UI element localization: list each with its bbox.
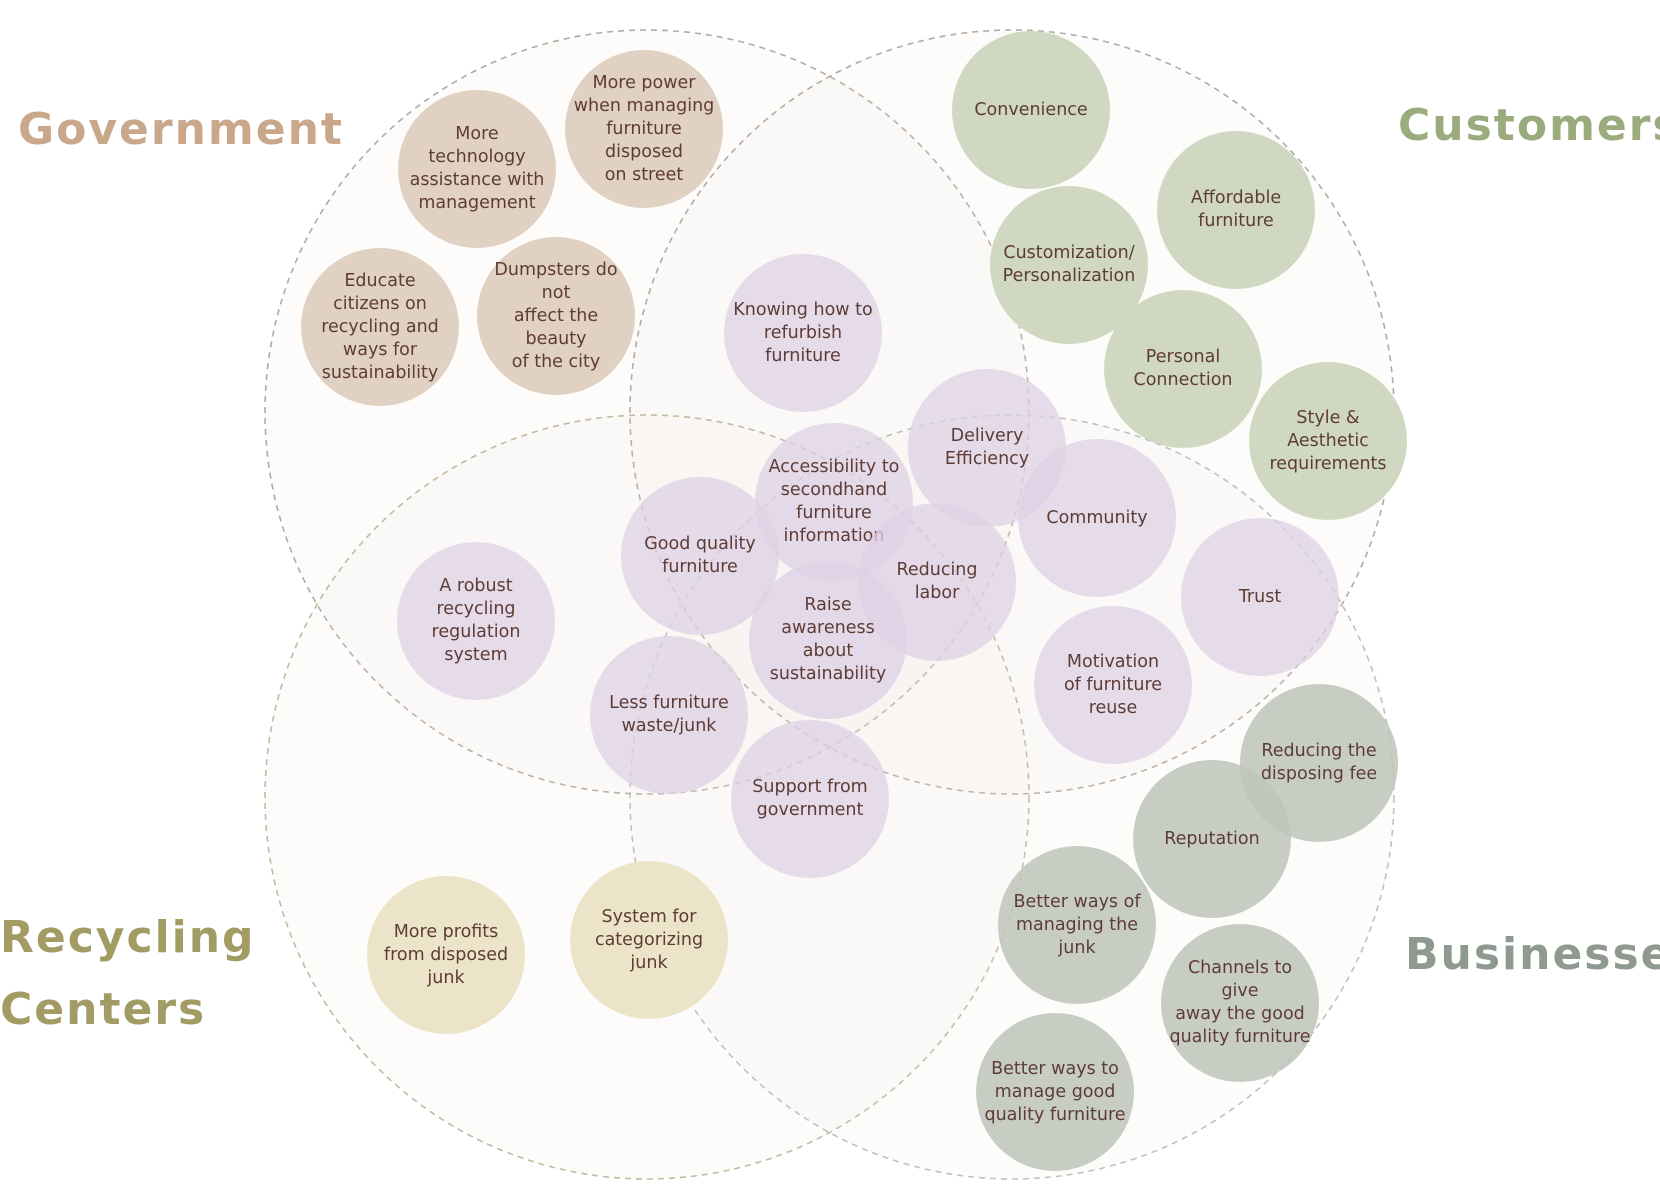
bubble-categorizing-system: System for categorizing junk bbox=[570, 861, 728, 1019]
government-title: Government bbox=[18, 104, 344, 155]
bubble-label: More profits from disposed junk bbox=[383, 921, 509, 988]
bubble-community: Community bbox=[1018, 439, 1176, 597]
bubble-less-waste: Less furniture waste/junk bbox=[590, 636, 748, 794]
bubble-label: Convenience bbox=[974, 99, 1088, 120]
bubble-reputation: Reputation bbox=[1133, 760, 1291, 918]
bubble-label: A robust recycling regulation system bbox=[431, 576, 521, 665]
bubble-label: Reputation bbox=[1164, 828, 1260, 849]
bubble-label: Motivation of furniture reuse bbox=[1063, 651, 1163, 718]
bubble-label: Educate citizens on recycling and ways f… bbox=[321, 270, 439, 383]
bubble-personal-connection: Personal Connection bbox=[1104, 290, 1262, 448]
recycling-title-line2: Centers bbox=[0, 984, 207, 1035]
bubble-good-quality: Good quality furniture bbox=[621, 477, 779, 635]
bubble-label: Style & Aesthetic requirements bbox=[1269, 407, 1387, 474]
bubble-more-profits: More profits from disposed junk bbox=[367, 876, 525, 1034]
bubble-knowing-refurbish: Knowing how to refurbish furniture bbox=[724, 254, 882, 412]
bubble-label: Affordable furniture bbox=[1190, 188, 1282, 231]
bubble-support-government: Support from government bbox=[731, 720, 889, 878]
bubble-label: Dumpsters do not affect the beauty of th… bbox=[494, 259, 618, 372]
bubble-convenience: Convenience bbox=[952, 31, 1110, 189]
bubble-robust-regulation: A robust recycling regulation system bbox=[397, 542, 555, 700]
bubble-channels-give-away: Channels to give away the good quality f… bbox=[1161, 924, 1319, 1082]
bubble-dumpsters: Dumpsters do not affect the beauty of th… bbox=[477, 237, 635, 395]
bubble-trust: Trust bbox=[1181, 518, 1339, 676]
bubble-label: Better ways to manage good quality furni… bbox=[984, 1058, 1126, 1125]
bubble-label: Good quality furniture bbox=[644, 534, 756, 577]
bubble-label: Accessibility to secondhand furniture in… bbox=[768, 457, 900, 546]
bubble-label: Support from government bbox=[752, 777, 868, 820]
bubble-label: Less furniture waste/junk bbox=[609, 693, 729, 736]
bubble-style-aesthetic: Style & Aesthetic requirements bbox=[1249, 362, 1407, 520]
bubble-label: More technology assistance with manageme… bbox=[409, 124, 545, 213]
bubble-label: Channels to give away the good quality f… bbox=[1169, 958, 1311, 1047]
bubble-manage-good-quality: Better ways to manage good quality furni… bbox=[976, 1013, 1134, 1171]
bubble-disposing-fee: Reducing the disposing fee bbox=[1240, 684, 1398, 842]
businesses-title: Businesses bbox=[1405, 929, 1660, 980]
bubble-affordable-furniture: Affordable furniture bbox=[1157, 131, 1315, 289]
bubble-label: More power when managing furniture dispo… bbox=[573, 72, 715, 185]
bubble-label: Reducing the disposing fee bbox=[1260, 741, 1378, 784]
bubble-label: Community bbox=[1046, 507, 1148, 528]
bubble-label: Raise awareness about sustainability bbox=[769, 595, 887, 684]
bubble-label: Reducing labor bbox=[896, 560, 978, 603]
bubble-label: Trust bbox=[1238, 586, 1282, 607]
bubble-technology-assistance: More technology assistance with manageme… bbox=[398, 90, 556, 248]
bubble-more-power: More power when managing furniture dispo… bbox=[565, 50, 723, 208]
bubble-label: Personal Connection bbox=[1133, 347, 1233, 390]
bubble-delivery-efficiency: Delivery Efficiency bbox=[908, 369, 1066, 527]
bubble-educate-citizens: Educate citizens on recycling and ways f… bbox=[301, 248, 459, 406]
bubble-label: Better ways of managing the junk bbox=[1013, 891, 1141, 958]
bubble-label: System for categorizing junk bbox=[594, 906, 704, 973]
bubble-raise-awareness: Raise awareness about sustainability bbox=[749, 561, 907, 719]
recycling-title-line1: Recycling bbox=[0, 912, 256, 963]
bubble-motivation-reuse: Motivation of furniture reuse bbox=[1034, 606, 1192, 764]
bubble-label: Delivery Efficiency bbox=[944, 426, 1030, 469]
customers-title: Customers bbox=[1398, 100, 1660, 151]
bubble-managing-junk: Better ways of managing the junk bbox=[998, 846, 1156, 1004]
bubble-label: Knowing how to refurbish furniture bbox=[733, 299, 873, 366]
bubble-label: Customization/ Personalization bbox=[1002, 243, 1136, 286]
